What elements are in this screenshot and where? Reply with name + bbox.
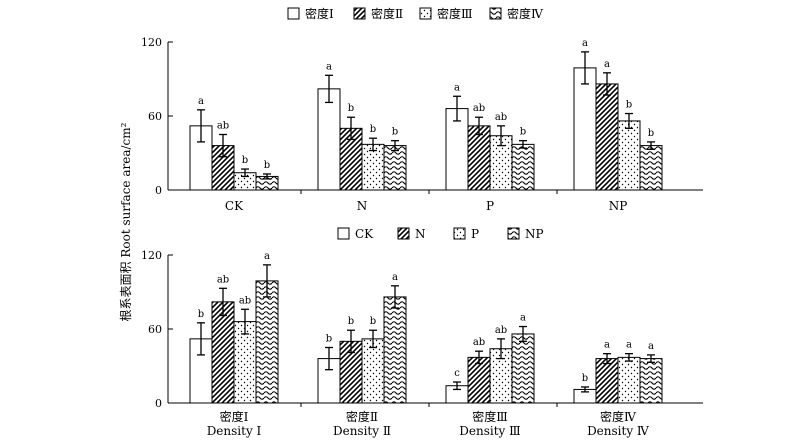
significance-letter: a: [604, 340, 610, 351]
significance-letter: a: [264, 251, 270, 262]
significance-letter: b: [348, 316, 354, 327]
significance-letter: b: [626, 100, 632, 111]
significance-letter: a: [392, 272, 398, 283]
x-category-label: Density Ⅳ: [587, 424, 650, 438]
significance-letter: b: [370, 124, 376, 135]
legend-swatch: [397, 227, 410, 240]
bar: [617, 120, 641, 191]
legend-label: 密度Ⅲ: [437, 6, 473, 21]
bar: [511, 333, 535, 404]
legend-swatch: [337, 227, 350, 240]
significance-letter: ab: [217, 121, 229, 132]
bar: [211, 301, 235, 404]
significance-letter: b: [264, 160, 270, 171]
legend-swatch: [507, 227, 520, 240]
legend-swatch: [453, 227, 466, 240]
y-tick-label: 60: [148, 323, 162, 336]
x-category-label: P: [486, 199, 494, 213]
significance-letter: ab: [473, 337, 485, 348]
x-category-label: 密度Ⅱ: [346, 409, 378, 424]
y-axis-label: 根系表面积 Root surface area/cm²: [119, 122, 133, 321]
x-category-label: 密度Ⅲ: [472, 409, 508, 424]
significance-letter: c: [454, 368, 460, 379]
legend-label: 密度Ⅰ: [305, 6, 334, 21]
legend-swatch: [419, 7, 432, 20]
legend-label: CK: [355, 227, 374, 241]
bar: [595, 358, 619, 404]
y-tick-label: 120: [141, 249, 162, 262]
significance-letter: a: [626, 340, 632, 351]
significance-letter: b: [326, 334, 332, 345]
significance-letter: b: [198, 309, 204, 320]
significance-letter: a: [198, 96, 204, 107]
significance-letter: b: [242, 155, 248, 166]
significance-letter: ab: [473, 103, 485, 114]
x-category-label: 密度Ⅳ: [600, 409, 637, 424]
legend-swatch: [287, 7, 300, 20]
x-category-label: Density Ⅲ: [459, 424, 520, 438]
x-category-label: Density Ⅰ: [207, 424, 262, 438]
significance-letter: ab: [217, 274, 229, 285]
bar: [317, 88, 341, 191]
legend-label: N: [415, 227, 426, 241]
significance-letter: a: [648, 341, 654, 352]
bar: [467, 125, 491, 191]
legend-label: NP: [525, 227, 544, 241]
bar: [383, 296, 407, 404]
x-category-label: N: [357, 199, 368, 213]
x-category-label: NP: [609, 199, 628, 213]
bar: [511, 143, 535, 191]
significance-letter: b: [392, 127, 398, 138]
legend-label: P: [471, 227, 479, 241]
significance-letter: ab: [495, 112, 507, 123]
y-tick-label: 120: [141, 36, 162, 49]
significance-letter: b: [520, 127, 526, 138]
significance-letter: a: [582, 38, 588, 49]
bar: [595, 83, 619, 191]
bar: [573, 67, 597, 191]
x-category-label: CK: [225, 199, 244, 213]
bar: [361, 338, 385, 404]
bar: [467, 356, 491, 404]
bar: [639, 145, 663, 191]
significance-letter: ab: [495, 325, 507, 336]
significance-letter: a: [520, 313, 526, 324]
y-tick-label: 0: [155, 184, 162, 197]
significance-letter: ab: [239, 295, 251, 306]
bar: [617, 356, 641, 404]
significance-letter: a: [454, 82, 460, 93]
x-category-label: 密度Ⅰ: [220, 409, 249, 424]
significance-letter: b: [648, 128, 654, 139]
bar: [255, 280, 279, 404]
legend-label: 密度Ⅳ: [507, 6, 544, 21]
significance-letter: a: [326, 61, 332, 72]
y-tick-label: 60: [148, 110, 162, 123]
significance-letter: b: [348, 103, 354, 114]
bar: [639, 358, 663, 404]
legend-label: 密度Ⅱ: [371, 6, 403, 21]
bar: [383, 145, 407, 191]
x-category-label: Density Ⅱ: [333, 424, 391, 438]
significance-letter: b: [582, 373, 588, 384]
y-tick-label: 0: [155, 397, 162, 410]
significance-letter: a: [604, 59, 610, 70]
legend-swatch: [489, 7, 502, 20]
bar: [361, 143, 385, 191]
legend-swatch: [353, 7, 366, 20]
significance-letter: b: [370, 316, 376, 327]
